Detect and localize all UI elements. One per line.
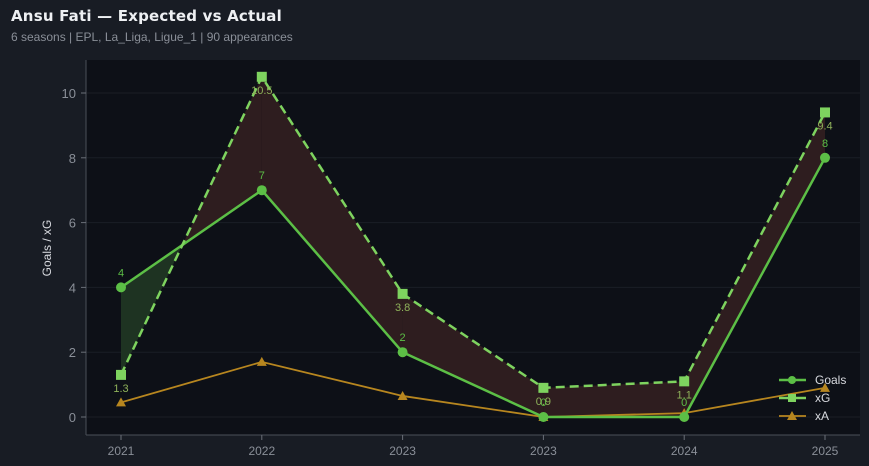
y-tick-label: 0 [69,410,76,425]
xg-marker [256,71,267,82]
axes [85,60,860,436]
series-lines: 4 7 2 0 0 8 1.3 10.5 3.8 0.9 1.1 9.4 [113,71,833,422]
goals-marker [820,152,830,163]
legend-goals-label: Goals [815,373,846,387]
xg-marker [397,288,408,299]
xa-marker [116,397,126,407]
goals-line [120,157,827,419]
xg-value-label: 9.4 [817,120,832,132]
xg-value-label: 3.8 [395,302,410,314]
goals-marker [679,412,690,422]
goals-marker [256,185,267,196]
legend: Goals xG xA [779,373,846,423]
x-tick-label: 2022 [248,444,275,458]
y-tick-label: 2 [69,345,76,360]
xg-value-label: 10.5 [251,85,272,97]
xa-marker [397,390,408,400]
legend-xg-label: xG [815,391,830,405]
goals-value-label: 8 [822,138,828,150]
goals-value-label: 7 [259,170,265,182]
legend-xg-marker [788,394,796,402]
goals-value-label: 4 [118,267,124,279]
xa-marker [820,382,830,392]
x-tick-label: 2025 [812,444,839,458]
chart-subtitle: 6 seasons | EPL, La_Liga, Ligue_1 | 90 a… [11,30,293,44]
goals-value-label: 2 [400,332,406,344]
xg-marker [116,369,126,380]
legend-xa-label: xA [815,409,829,423]
chart-title: Ansu Fati — Expected vs Actual [11,7,282,25]
gridlines [86,92,860,418]
legend-xa-marker [787,411,797,420]
xg-marker [538,382,549,393]
y-axis-label: Goals / xG [40,220,54,277]
xg-value-label: 1.3 [113,383,128,395]
goals-value-label: 0 [681,397,687,409]
legend-goals-marker [788,376,796,384]
y-tick-label: 4 [69,280,76,295]
goals-marker [116,282,126,293]
x-tick-label: 2023 [389,444,416,458]
xg-line [119,74,827,390]
y-axis-ticks: 0 2 4 6 8 10 [62,86,86,425]
x-tick-label: 2024 [671,444,698,458]
xg-marker [679,376,690,387]
xg-marker [820,107,830,118]
y-tick-label: 6 [69,216,76,231]
xa-marker [256,356,267,366]
y-tick-label: 10 [62,86,76,101]
xa-line [120,360,826,418]
y-tick-label: 8 [69,151,76,166]
goals-marker [397,347,408,358]
x-tick-label: 2021 [108,444,135,458]
xg-value-label: 1.1 [677,389,692,401]
xg-value-label: 0.9 [536,396,551,408]
goals-value-label: 0 [540,397,546,409]
x-axis-ticks: 2021 2022 2023 2023 2024 2025 [108,435,839,458]
x-tick-label: 2023 [530,444,557,458]
goals-marker [538,412,549,422]
